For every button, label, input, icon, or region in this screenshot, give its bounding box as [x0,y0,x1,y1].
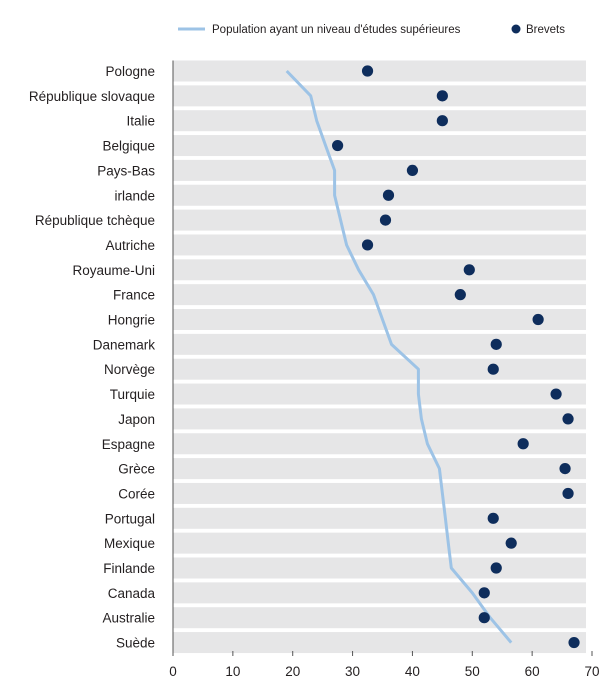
x-tick-label: 70 [584,664,599,679]
category-label: Mexique [104,536,155,551]
row-band [173,185,586,206]
row-band [173,558,586,579]
data-point-brevets [380,215,391,226]
category-label: Portugal [105,511,155,526]
row-band [173,85,586,106]
category-label: Espagne [102,437,155,452]
data-point-brevets [568,637,579,648]
category-label: Suède [116,636,155,651]
category-label: irlande [114,188,155,203]
series-line-population [287,71,512,643]
category-label: Pologne [105,64,155,79]
row-band [173,533,586,554]
data-point-brevets [488,513,499,524]
category-label: Japon [118,412,155,427]
data-point-brevets [533,314,544,325]
data-point-brevets [491,562,502,573]
category-label: Belgique [102,139,155,154]
data-point-brevets [437,90,448,101]
data-point-brevets [479,612,490,623]
data-point-brevets [362,65,373,76]
x-tick-label: 10 [225,664,240,679]
row-band [173,632,586,653]
row-band [173,61,586,82]
category-label: Royaume-Uni [72,263,155,278]
category-labels: Pologne République slovaque Italie Belgique… [29,64,156,651]
row-band [173,458,586,479]
data-point-brevets [559,463,570,474]
row-band [173,110,586,131]
category-label: Canada [108,586,156,601]
row-band [173,234,586,255]
category-label: Danemark [93,337,156,352]
legend: Population ayant un niveau d'études supé… [178,24,565,36]
data-point-brevets [488,364,499,375]
data-point-brevets [491,339,502,350]
data-point-brevets [518,438,529,449]
legend-label-brevets: Brevets [526,24,565,36]
category-label: Autriche [105,238,155,253]
x-tick-label: 40 [405,664,420,679]
row-band [173,210,586,231]
row-band [173,135,586,156]
data-point-brevets [383,190,394,201]
row-band [173,334,586,355]
data-point-brevets [550,388,561,399]
data-point-brevets [362,239,373,250]
data-point-brevets [455,289,466,300]
row-band [173,508,586,529]
row-band [173,259,586,280]
category-label: Turquie [110,387,155,402]
row-band [173,582,586,603]
category-label: République slovaque [29,89,155,104]
x-tick-label: 50 [465,664,480,679]
row-bands [173,61,586,654]
row-band [173,408,586,429]
row-band [173,384,586,405]
category-label: Norvège [104,362,155,377]
row-band [173,160,586,181]
data-point-brevets [479,587,490,598]
x-tick-label: 20 [285,664,300,679]
category-label: Corée [118,486,155,501]
data-point-brevets [437,115,448,126]
row-band [173,284,586,305]
row-band [173,359,586,380]
category-label: France [113,288,155,303]
data-point-brevets [562,413,573,424]
data-point-brevets [562,488,573,499]
data-point-brevets [332,140,343,151]
category-label: Finlande [103,561,155,576]
category-label: Italie [126,114,155,129]
row-band [173,607,586,628]
category-label: Australie [102,611,155,626]
category-label: République tchèque [35,213,155,228]
data-point-brevets [407,165,418,176]
legend-label-population: Population ayant un niveau d'études supé… [212,24,461,36]
x-tick-label: 0 [169,664,177,679]
legend-dot-swatch [512,25,521,34]
category-label: Grèce [118,462,155,477]
data-point-brevets [464,264,475,275]
x-tick-label: 30 [345,664,360,679]
row-band [173,483,586,504]
series-line-layer [287,71,512,643]
data-point-brevets [506,538,517,549]
category-label: Pays-Bas [97,163,155,178]
category-label: Hongrie [108,313,155,328]
x-tick-label: 60 [525,664,540,679]
